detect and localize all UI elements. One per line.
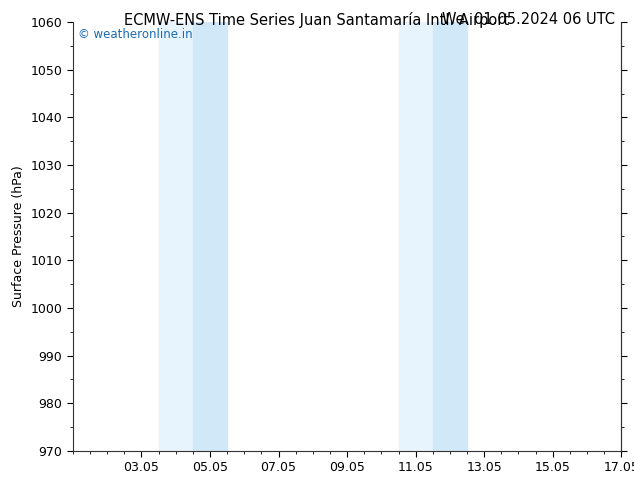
Bar — [433, 22, 467, 451]
Y-axis label: Surface Pressure (hPa): Surface Pressure (hPa) — [12, 166, 25, 307]
Bar — [158, 22, 193, 451]
Text: We. 01.05.2024 06 UTC: We. 01.05.2024 06 UTC — [442, 12, 615, 27]
Text: © weatheronline.in: © weatheronline.in — [79, 28, 193, 42]
Bar — [399, 22, 433, 451]
Bar — [193, 22, 227, 451]
Text: ECMW-ENS Time Series Juan Santamaría Intl. Airport: ECMW-ENS Time Series Juan Santamaría Int… — [124, 12, 510, 28]
